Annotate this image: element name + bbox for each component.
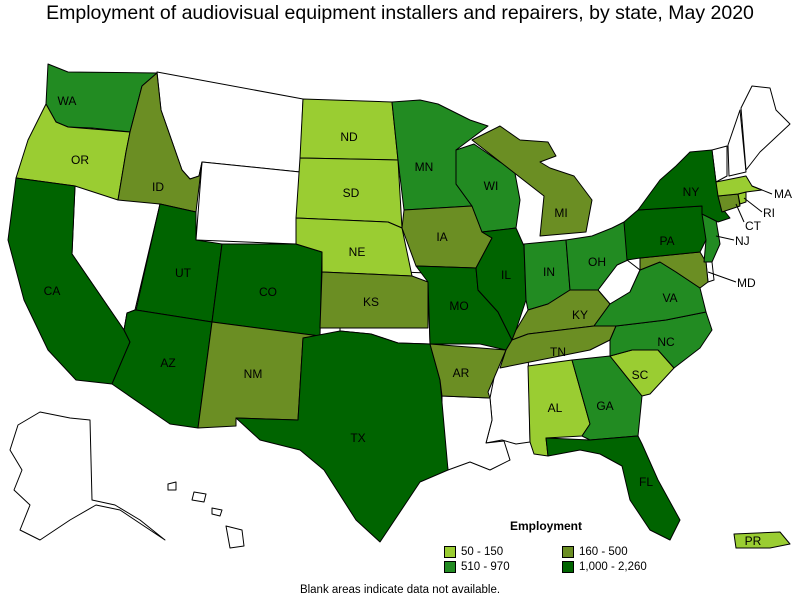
label-PA: PA (659, 234, 674, 248)
label-RI: RI (763, 206, 775, 220)
label-PR: PR (745, 534, 762, 548)
state-labels: WA OR CA ID UT AZ CO NM ND SD NE KS TX M… (44, 94, 792, 548)
label-NE: NE (349, 245, 366, 259)
label-AR: AR (453, 366, 470, 380)
legend-label: 160 - 500 (579, 546, 628, 558)
state-CT[interactable] (717, 193, 741, 213)
label-IN: IN (543, 265, 555, 279)
label-IL: IL (501, 268, 511, 282)
label-MD: MD (737, 276, 756, 290)
label-GA: GA (596, 399, 613, 413)
state-FL[interactable] (545, 435, 681, 541)
label-NM: NM (244, 367, 263, 381)
leader-lines (707, 185, 773, 283)
state-TX[interactable] (235, 330, 449, 543)
label-FL: FL (639, 475, 653, 489)
legend-item-1: 50 - 150 (444, 546, 503, 558)
legend-swatch (444, 561, 456, 573)
label-SD: SD (343, 186, 360, 200)
label-VA: VA (662, 291, 677, 305)
legend-swatch (562, 561, 574, 573)
state-MA[interactable] (715, 175, 763, 197)
label-OR: OR (71, 153, 89, 167)
label-IA: IA (436, 230, 447, 244)
legend-label: 50 - 150 (461, 546, 504, 558)
label-CA: CA (44, 284, 61, 298)
legend-label: 1,000 - 2,260 (579, 561, 647, 573)
legend-item-2: 160 - 500 (562, 546, 628, 558)
state-ME[interactable] (740, 85, 791, 171)
state-WY[interactable] (195, 161, 301, 245)
label-CO: CO (259, 285, 277, 299)
state-MI[interactable] (471, 125, 593, 237)
label-MI: MI (554, 206, 567, 220)
label-ID: ID (152, 180, 164, 194)
label-UT: UT (175, 266, 192, 280)
label-MN: MN (415, 160, 434, 174)
label-KY: KY (572, 308, 588, 322)
state-AK[interactable] (9, 411, 166, 541)
label-MA: MA (774, 187, 792, 201)
label-WA: WA (58, 94, 77, 108)
data-states (7, 63, 791, 549)
label-KS: KS (363, 295, 379, 309)
label-WI: WI (484, 179, 499, 193)
state-WI[interactable] (455, 143, 521, 233)
state-PA[interactable] (623, 205, 713, 261)
state-PR[interactable] (733, 531, 791, 549)
label-ND: ND (340, 130, 358, 144)
label-MO: MO (449, 299, 468, 313)
legend-swatch (444, 546, 456, 558)
label-NC: NC (657, 335, 675, 349)
legend-title: Employment (510, 519, 583, 533)
label-AZ: AZ (160, 356, 175, 370)
no-data-note: Blank areas indicate data not available. (299, 584, 501, 596)
legend-item-3: 510 - 970 (444, 561, 510, 573)
legend-label: 510 - 970 (461, 561, 510, 573)
label-TN: TN (550, 345, 566, 359)
legend-swatch (562, 546, 574, 558)
legend-item-4: 1,000 - 2,260 (562, 561, 647, 573)
state-MD[interactable] (639, 251, 709, 289)
state-KS[interactable] (319, 271, 429, 329)
label-CT: CT (745, 219, 762, 233)
label-NJ: NJ (735, 234, 750, 248)
label-AL: AL (548, 401, 563, 415)
state-NH[interactable] (727, 109, 747, 177)
label-NY: NY (683, 185, 700, 199)
state-ID[interactable] (117, 72, 203, 213)
label-SC: SC (632, 368, 649, 382)
state-HI[interactable] (167, 481, 245, 549)
label-TX: TX (350, 431, 365, 445)
map-title: Employment of audiovisual equipment inst… (46, 2, 754, 24)
label-OH: OH (588, 255, 606, 269)
